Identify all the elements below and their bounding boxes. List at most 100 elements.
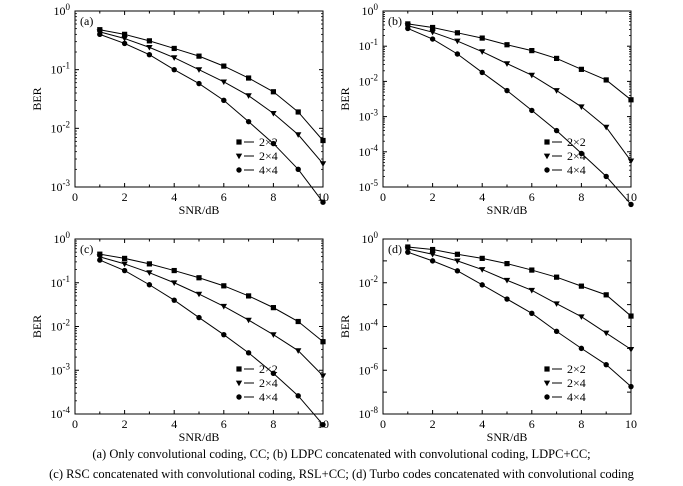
panel-d-legend-marker <box>543 380 551 387</box>
panel-b-series-4-4-point <box>578 150 585 157</box>
panel-d-series-2-4-point <box>503 277 511 284</box>
panel-a-series-4-4-point <box>97 31 103 38</box>
panel-b-series-2-2-point <box>479 35 485 41</box>
panel-d-series-2-4-point <box>479 267 486 273</box>
panel-c: 024681010-410-310-210-1100SNR/dBBER(c)2×… <box>30 230 329 444</box>
panel-d-series-2-2-point <box>454 251 460 257</box>
panel-c-xtick-label: 2 <box>122 417 128 431</box>
panel-b-legend: 2×22×44×4 <box>543 135 586 177</box>
panel-b-series-2-2-point <box>554 55 560 62</box>
panel-b-series-4-4 <box>405 25 634 208</box>
panel-b-series-2-4-point <box>603 124 610 131</box>
panel-b-legend-label: 4×4 <box>567 163 586 177</box>
panel-a-series-2-2-point <box>122 31 128 37</box>
panel-c-ytick-label: 100 <box>54 230 71 246</box>
panel-a-series-2-4 <box>96 29 327 167</box>
panel-a-legend: 2×22×44×4 <box>235 135 278 177</box>
panel-c-legend-marker <box>236 366 242 372</box>
panel-d-series-2-2-point <box>479 255 485 261</box>
panel-d-legend: 2×22×44×4 <box>543 362 586 404</box>
panel-c-series-2-2-point <box>97 251 103 257</box>
panel-d-series-4-4-point <box>578 345 585 352</box>
panel-a-axes-frame <box>74 10 324 188</box>
panel-c-ytick-label: 10-4 <box>51 405 71 421</box>
panel-c-series-2-4-point <box>319 373 327 379</box>
panel-b-series-2-4-point <box>528 72 535 79</box>
panel-a-series-2-4-point <box>121 36 128 42</box>
panel-a-series-2-4-point <box>295 132 302 138</box>
panel-a-series-2-2-point <box>171 45 177 52</box>
panel-a-xtick-label: 10 <box>317 190 329 204</box>
panel-d-ytick-label: 10-4 <box>359 318 379 334</box>
panel-c-series-4-4-point <box>295 393 301 399</box>
panel-d-series-2-4-point <box>578 314 585 320</box>
panel-d-series-4-4-point <box>479 282 485 288</box>
panel-d-xtick-label: 10 <box>625 417 637 431</box>
panel-b-ytick-label: 100 <box>362 2 379 18</box>
panel-b-series-2-2-point <box>504 42 510 48</box>
panel-a-ytick-label: 10-1 <box>51 61 71 77</box>
panel-b-ytick-label: 10-2 <box>359 72 379 88</box>
panel-d-series-2-4-point <box>553 301 560 307</box>
panel-d-series-2-2 <box>405 244 634 319</box>
panel-b-series-2-2-point <box>430 24 436 31</box>
panel-a-series-4-4-line <box>99 33 324 203</box>
panel-b-ytick-label: 10-3 <box>359 108 379 124</box>
panel-d-series-2-4-point <box>528 287 535 294</box>
panel-b-xtick-label: 6 <box>529 190 535 204</box>
panel-c-xtick-label: 0 <box>72 417 78 431</box>
panel-a-ytick-label: 100 <box>54 2 71 18</box>
panel-d-series-4-4-point <box>405 249 411 255</box>
panel-b-series-2-2-point <box>578 66 584 72</box>
panel-b-series-4-4-point <box>504 87 510 94</box>
panel-d-y-axis-label: BER <box>338 315 352 338</box>
panel-d-series-2-2-point <box>529 267 535 273</box>
panel-b-series-2-4-point <box>454 38 461 45</box>
panel-a-ytick-label: 10-3 <box>51 178 71 194</box>
panel-c-series-2-4-point <box>220 303 227 310</box>
panel-a-legend-label: 2×4 <box>259 149 278 163</box>
panel-c-series-2-4-point <box>96 254 103 261</box>
panel-b-series-2-2-point <box>603 77 609 83</box>
panel-a-series-2-2-point <box>320 137 326 144</box>
panel-c-xtick-label: 8 <box>270 417 276 431</box>
panel-c-series-2-2-point <box>221 283 227 289</box>
panel-c-series-2-2-point <box>196 275 202 281</box>
panel-b-series-4-4-point <box>405 25 411 32</box>
panel-c-series-2-2-line <box>99 253 324 343</box>
panel-b-series-2-4 <box>404 23 635 165</box>
panel-d-series-2-2-point <box>504 261 510 267</box>
panel-c-xtick-label: 6 <box>221 417 227 431</box>
panel-c-series-4-4-line <box>99 259 324 426</box>
panel-d-ytick-label: 100 <box>362 230 379 246</box>
panel-a-series-2-2-point <box>246 75 252 81</box>
panel-a-series-2-4-line <box>99 31 324 164</box>
panel-c-series-2-4-point <box>195 291 203 298</box>
panel-b-series-2-4-point <box>553 88 560 94</box>
panel-d-series-2-4-line <box>407 248 632 350</box>
panel-c-series-2-2-point <box>295 318 301 325</box>
panel-c-series-4-4 <box>97 257 326 428</box>
panel-d-series-4-4-point <box>553 328 560 335</box>
panel-d-series-4-4-point <box>603 361 609 368</box>
panel-b-series-4-4-point <box>479 69 485 76</box>
panel-d-series-4-4-point <box>429 258 436 264</box>
panel-a-series-4-4-point <box>270 140 277 147</box>
panel-c-ytick-label: 10-3 <box>51 361 71 377</box>
panel-b-series-2-2-point <box>454 30 460 36</box>
panel-b-ytick-label: 10-5 <box>359 178 379 194</box>
panel-c-series-2-4-point <box>146 270 153 276</box>
panel-b-series-4-4-line <box>407 27 632 205</box>
panel-d-series-4-4 <box>405 249 634 390</box>
panel-c-series-2-2-point <box>246 293 252 299</box>
panel-a-legend-marker <box>236 167 242 173</box>
panel-b-series-4-4-point <box>603 173 609 180</box>
panel-c-series-4-4-point <box>320 421 326 428</box>
panel-d-series-2-2-point <box>430 246 436 253</box>
panel-b-series-2-2-point <box>529 47 535 54</box>
panel-c-series-4-4-point <box>196 314 202 321</box>
panel-a-series-2-2-point <box>295 109 301 115</box>
panel-d-series-4-4-point <box>529 310 535 317</box>
panel-c-legend-label: 4×4 <box>259 390 278 404</box>
panel-c-series-2-2-point <box>122 255 128 262</box>
